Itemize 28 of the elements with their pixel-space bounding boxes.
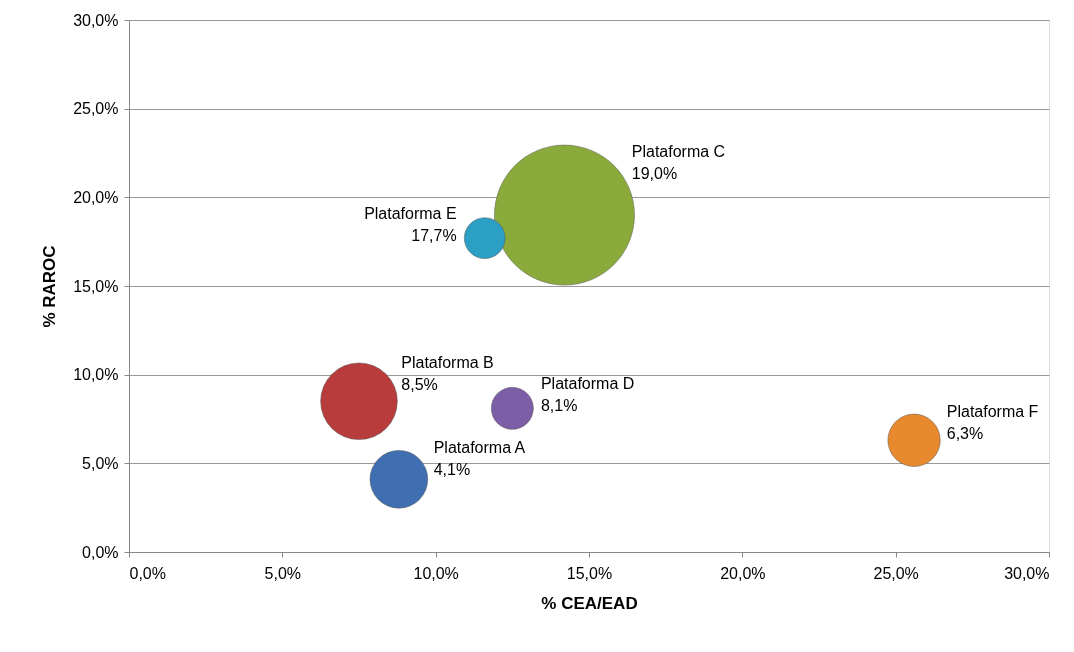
data-label: 17,7% (411, 227, 457, 244)
x-tick-label: 10,0% (413, 564, 459, 582)
x-tick-label: 5,0% (264, 564, 302, 582)
series-label: Plataforma A (433, 439, 526, 457)
x-tick-label: 30,0% (1004, 564, 1050, 582)
data-label: 4,1% (433, 461, 471, 479)
series-label: Plataforma D (540, 374, 635, 392)
series-label: Plataforma C (631, 142, 726, 160)
y-tick-label: 10,0% (73, 366, 119, 384)
series-label: Plataforma B (401, 353, 494, 371)
data-label: 19,0% (631, 164, 678, 182)
x-tick-label: 0,0% (129, 564, 166, 582)
y-tick-label: 30,0% (73, 11, 119, 29)
data-label: 8,5% (401, 375, 438, 393)
x-tick-label: 15,0% (566, 564, 613, 582)
series-label: Plataforma F (946, 402, 1039, 420)
y-tick-label: 20,0% (73, 188, 119, 206)
y-tick-label: 5,0% (82, 454, 119, 472)
data-label: 6,3% (946, 424, 984, 442)
x-axis-title: % CEA/EAD (541, 593, 638, 613)
data-label: 8,1% (540, 396, 578, 414)
y-tick-label: 25,0% (73, 100, 119, 118)
y-axis-title: % RAROC (40, 245, 60, 328)
y-tick-label: 15,0% (73, 277, 119, 295)
x-tick-label: 20,0% (720, 564, 766, 582)
series-label: Plataforma E (364, 205, 457, 222)
x-tick-label: 25,0% (873, 564, 919, 582)
y-tick-label: 0,0% (82, 543, 119, 561)
